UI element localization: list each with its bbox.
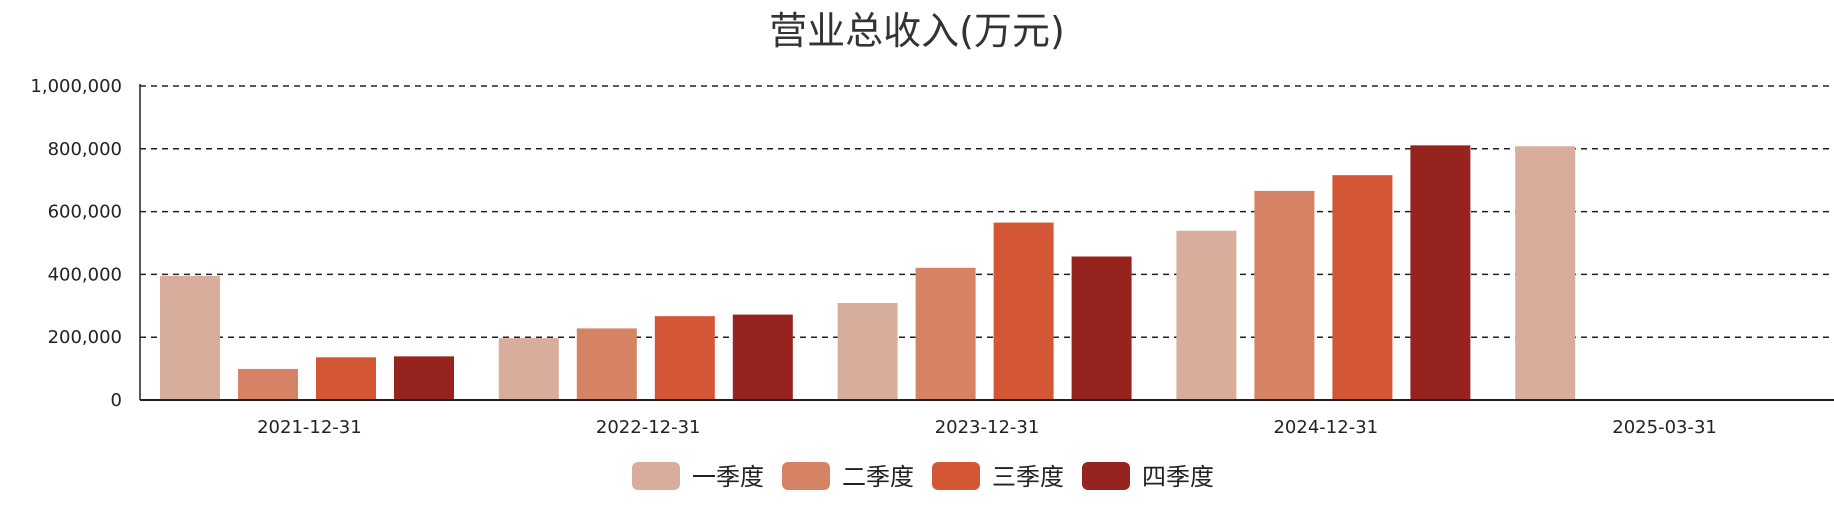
chart-title: 营业总收入(万元) (769, 9, 1065, 53)
grid-lines (140, 85, 1834, 338)
bar-1-2023-12-31[interactable] (837, 302, 898, 400)
legend-item-1[interactable]: 一季度 (632, 462, 764, 491)
y-tick-label: 400,000 (48, 264, 122, 285)
x-tick-label: 2023-12-31 (935, 417, 1040, 438)
legend-item-4[interactable]: 四季度 (1082, 462, 1214, 491)
legend-label: 四季度 (1142, 463, 1214, 491)
legend-swatch (932, 462, 980, 490)
y-tick-label: 800,000 (48, 139, 122, 160)
x-tick-label: 2025-03-31 (1612, 417, 1717, 438)
bar-4-2023-12-31[interactable] (1071, 256, 1132, 400)
bar-1-2024-12-31[interactable] (1176, 230, 1237, 400)
legend[interactable]: 一季度 二季度 三季度 四季度 (632, 462, 1214, 491)
bar-3-2021-12-31[interactable] (316, 357, 376, 400)
bar-2-2022-12-31[interactable] (576, 328, 637, 400)
legend-label: 二季度 (842, 463, 914, 491)
legend-swatch (782, 462, 830, 490)
legend-item-2[interactable]: 二季度 (782, 462, 914, 491)
bar-2-2021-12-31[interactable] (238, 368, 298, 400)
y-tick-label: 1,000,000 (30, 76, 122, 97)
bar-2-2024-12-31[interactable] (1254, 190, 1315, 400)
bar-3-2022-12-31[interactable] (654, 316, 715, 400)
bar-3-2024-12-31[interactable] (1332, 175, 1393, 400)
bars (160, 145, 1576, 400)
bar-1-2022-12-31[interactable] (498, 338, 559, 400)
legend-swatch (632, 462, 680, 490)
x-tick-label: 2021-12-31 (257, 417, 362, 438)
legend-item-3[interactable]: 三季度 (932, 462, 1064, 491)
legend-label: 三季度 (992, 463, 1064, 491)
bar-1-2025-03-31[interactable] (1515, 146, 1576, 400)
bar-2-2023-12-31[interactable] (915, 267, 976, 400)
x-tick-label: 2024-12-31 (1273, 417, 1378, 438)
y-tick-label: 0 (111, 390, 122, 411)
legend-label: 一季度 (692, 463, 764, 491)
y-tick-label: 600,000 (48, 202, 122, 223)
x-tick-label: 2022-12-31 (596, 417, 701, 438)
y-tick-label: 200,000 (48, 327, 122, 348)
y-axis: 0 200,000 400,000 600,000 800,000 1,000,000 (30, 76, 141, 411)
bar-4-2021-12-31[interactable] (394, 356, 454, 400)
bar-3-2023-12-31[interactable] (993, 222, 1054, 400)
bar-1-2021-12-31[interactable] (160, 275, 220, 400)
x-axis: 2021-12-31 2022-12-31 2023-12-31 2024-12-31… (140, 399, 1834, 438)
bar-4-2024-12-31[interactable] (1410, 145, 1471, 400)
legend-swatch (1082, 462, 1130, 490)
bar-4-2022-12-31[interactable] (732, 314, 793, 400)
